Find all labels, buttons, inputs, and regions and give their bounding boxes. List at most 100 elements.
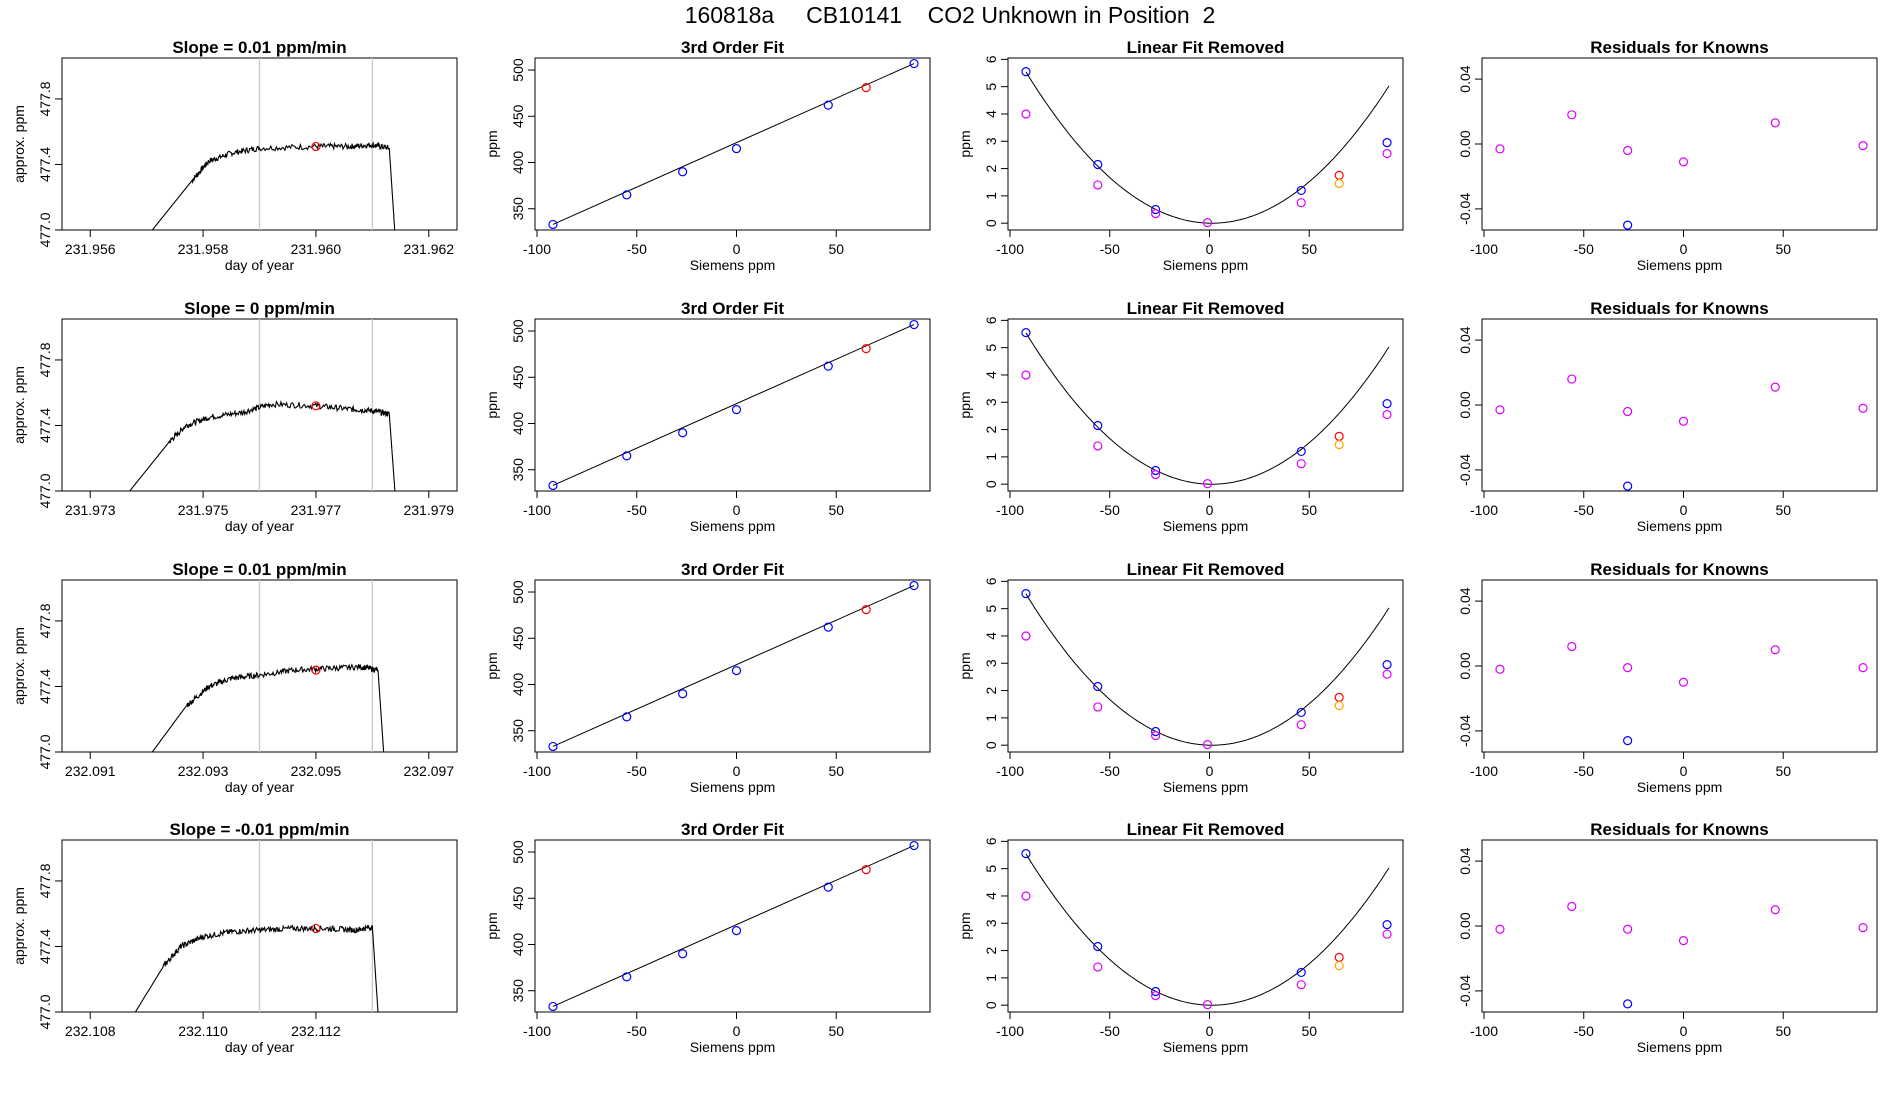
y-tick-label: -0.04 [1457, 975, 1473, 1007]
data-point [731, 666, 742, 676]
y-axis-label: ppm [484, 130, 500, 157]
data-point [1382, 660, 1392, 670]
panel-14: 3rd Order Fit -100 -50 0 50 350 400 450 500 Sieme… [484, 820, 931, 1055]
data-point [1623, 999, 1633, 1009]
y-tick-label: 5 [983, 344, 999, 352]
plot-frame [534, 318, 931, 492]
data-point [1021, 891, 1031, 901]
y-axis-label: ppm [957, 130, 973, 157]
data-point [1567, 641, 1577, 652]
data-point [1623, 145, 1633, 156]
x-tick-label: -50 [627, 763, 647, 779]
panel-10: 3rd Order Fit -100 -50 0 50 350 400 450 500 Sieme… [484, 560, 931, 795]
y-tick-label: 450 [510, 104, 526, 128]
trace-line [129, 399, 396, 491]
x-tick-label: 0 [733, 241, 741, 257]
x-axis-label: day of year [225, 779, 295, 795]
y-tick-label: 477.8 [37, 81, 53, 116]
y-tick-label: 0.04 [1457, 65, 1473, 92]
data-point [1296, 185, 1306, 196]
x-tick-label: 50 [828, 502, 844, 518]
x-tick-label: 50 [828, 1023, 844, 1039]
data-point [823, 882, 833, 892]
x-tick-label: 232.095 [291, 763, 342, 779]
y-tick-label: 6 [983, 55, 999, 63]
data-point [1623, 481, 1633, 491]
data-point [1678, 416, 1689, 426]
y-tick-label: 4 [983, 110, 999, 118]
data-point [1296, 446, 1306, 457]
data-point [1202, 479, 1213, 489]
data-point [1296, 967, 1306, 978]
panel-11: Linear Fit Removed -100 -50 0 50 0 1 2 3 4 5 6 Sieme… [957, 560, 1404, 795]
data-area [548, 58, 919, 230]
y-tick-label: 1 [983, 974, 999, 982]
data-area [1021, 67, 1392, 228]
data-point [1334, 178, 1344, 189]
x-tick-label: -50 [1100, 763, 1120, 779]
panel-title: 3rd Order Fit [681, 820, 784, 839]
plot-frame [534, 839, 931, 1013]
x-axis-label: Siemens ppm [1637, 779, 1723, 795]
data-point [1202, 1000, 1213, 1010]
y-tick-label: 0.00 [1457, 391, 1473, 418]
data-point [731, 926, 742, 936]
panel-title: Residuals for Knowns [1590, 820, 1769, 839]
y-tick-label: 2 [983, 164, 999, 172]
x-tick-label: 232.110 [178, 1023, 228, 1039]
data-area [134, 840, 379, 1012]
y-tick-label: 0 [983, 219, 999, 227]
x-axis-label: Siemens ppm [690, 1039, 776, 1055]
x-tick-label: -100 [996, 763, 1024, 779]
plot-frame [1481, 579, 1878, 753]
x-tick-label: 0 [1206, 1023, 1214, 1039]
x-tick-label: 0 [1206, 502, 1214, 518]
plot-frame [1481, 57, 1878, 231]
data-area [1495, 641, 1868, 746]
data-point [1567, 901, 1577, 912]
y-tick-label: 450 [510, 886, 526, 910]
y-tick-label: 0.00 [1457, 912, 1473, 939]
y-axis-label: ppm [484, 391, 500, 418]
x-tick-label: -50 [627, 241, 647, 257]
data-point [1093, 941, 1103, 952]
y-tick-label: 3 [983, 659, 999, 667]
data-point [1334, 692, 1344, 702]
x-axis-label: Siemens ppm [690, 257, 776, 273]
data-point [1093, 441, 1103, 451]
data-point [1495, 664, 1505, 674]
data-point [1623, 736, 1633, 746]
y-tick-label: 1 [983, 714, 999, 722]
x-tick-label: 50 [828, 241, 844, 257]
panel-4: Residuals for Knowns -100 -50 0 50 -0.04 0.00 0… [1457, 38, 1878, 273]
data-point [1296, 707, 1306, 718]
x-tick-label: 231.956 [65, 241, 116, 257]
x-tick-label: 0 [733, 502, 741, 518]
data-point [1093, 159, 1103, 170]
x-tick-label: 0 [733, 763, 741, 779]
plot-frame [1481, 318, 1878, 492]
y-tick-label: 0.04 [1457, 587, 1473, 614]
figure-title: 160818a CB10141 CO2 Unknown in Position … [684, 2, 1216, 28]
data-point [622, 451, 632, 461]
plot-frame [1007, 57, 1404, 231]
data-area [548, 840, 919, 1012]
x-tick-label: 50 [1775, 241, 1791, 257]
panel-title: 3rd Order Fit [681, 38, 784, 57]
x-tick-label: 50 [1301, 502, 1317, 518]
y-tick-label: 5 [983, 83, 999, 91]
fit-line [552, 324, 915, 486]
y-tick-label: 477.0 [37, 473, 53, 508]
x-tick-label: -100 [523, 502, 551, 518]
y-axis-label: approx. ppm [11, 105, 27, 183]
data-point [1151, 209, 1161, 219]
y-axis-label: approx. ppm [11, 887, 27, 965]
x-axis-label: Siemens ppm [1637, 518, 1723, 534]
data-point [1770, 382, 1780, 392]
data-point [1151, 731, 1161, 741]
x-tick-label: 0 [1206, 241, 1214, 257]
y-tick-label: 6 [983, 316, 999, 324]
panel-3: Linear Fit Removed -100 -50 0 50 0 1 2 3 4 5 6 Sieme… [957, 38, 1404, 273]
y-tick-label: 450 [510, 365, 526, 389]
data-point [1021, 109, 1031, 119]
